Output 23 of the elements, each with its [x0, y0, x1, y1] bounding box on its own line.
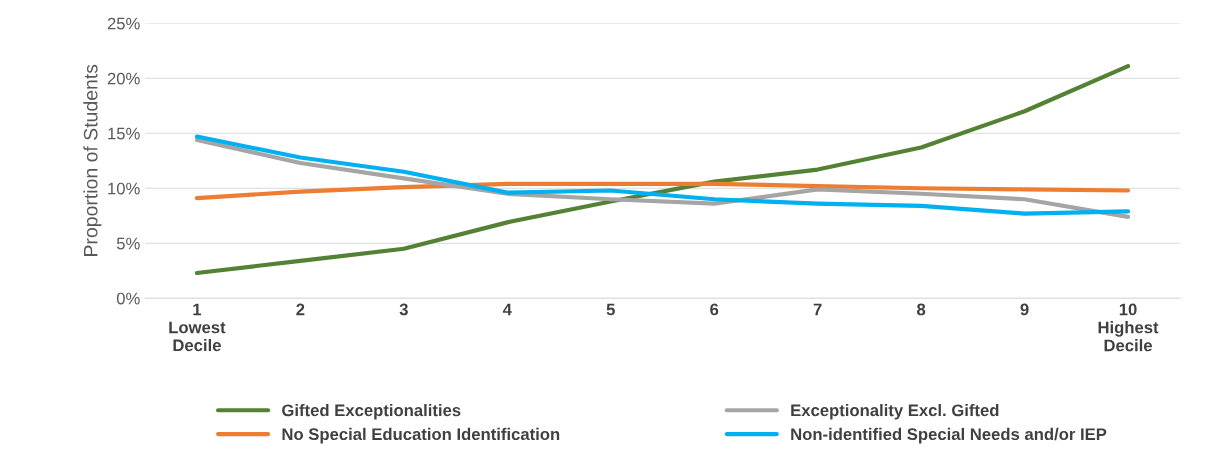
y-tick-label: 5%	[116, 237, 140, 250]
x-tick-label: 5	[606, 303, 615, 316]
legend-label: Exceptionality Excl. Gifted	[791, 403, 999, 420]
x-tick-label: 6	[710, 303, 719, 316]
legend-label: Gifted Exceptionalities	[282, 403, 461, 420]
y-axis-title: Proportion of Students	[83, 64, 102, 256]
x-tick-label: 10 Highest Decile	[1098, 303, 1159, 352]
x-tick-label: 4	[502, 303, 512, 316]
x-tick-label: 2	[296, 303, 305, 316]
x-tick-label: 1 Lowest Decile	[169, 303, 226, 352]
y-tick-label: 25%	[107, 17, 140, 30]
x-tick-label: 3	[399, 303, 408, 316]
x-tick-label: 8	[917, 303, 926, 316]
y-tick-label: 0%	[116, 292, 140, 305]
legend-label: Non-identified Special Needs and/or IEP	[791, 427, 1107, 444]
y-tick-label: 15%	[108, 127, 140, 140]
line-series	[194, 64, 1131, 276]
line-series	[194, 181, 1131, 201]
legend-label: No Special Education Identification	[282, 427, 560, 444]
y-tick-label: 20%	[107, 72, 140, 85]
x-tick-label: 7	[813, 303, 822, 316]
y-tick-label: 10%	[108, 182, 140, 195]
x-tick-label: 9	[1020, 303, 1029, 316]
